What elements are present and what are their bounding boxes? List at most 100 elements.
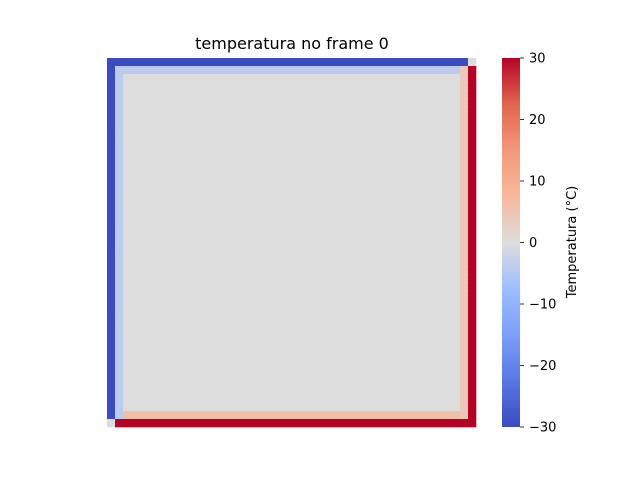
heatmap-cell [115,90,124,99]
heatmap-cell [459,410,469,420]
heatmap-cell [467,178,477,187]
heatmap-cell [123,250,461,259]
colorbar-tick-label: −10 [529,298,556,313]
heatmap-cell [467,138,477,147]
heatmap-cell [467,202,477,211]
heatmap-cell [115,106,124,115]
heatmap-cell [115,378,124,388]
heatmap-cell [459,290,469,299]
heatmap-cell [459,218,469,227]
heatmap-cell [459,378,469,388]
heatmap-cell [107,330,116,340]
heatmap-cell [115,82,124,91]
heatmap-cell [115,266,124,275]
heatmap-cell [123,130,461,139]
heatmap-cell [467,314,477,324]
heatmap-cell [123,74,461,83]
heatmap-cell [459,354,469,364]
heatmap-cell [459,178,469,187]
heatmap-cell [107,418,116,428]
heatmap-grid [107,58,477,428]
heatmap-cell [467,242,477,251]
heatmap-cell [107,82,116,91]
heatmap-cell [123,202,461,211]
heatmap-cell [115,394,124,404]
heatmap-cell [467,194,477,203]
heatmap-cell [115,290,124,299]
heatmap-cell [123,82,461,91]
heatmap-cell [107,178,116,187]
heatmap-cell [459,146,469,155]
colorbar-gradient [502,58,520,427]
heatmap-cell [459,162,469,171]
heatmap-cell [107,202,116,211]
heatmap-cell [107,338,116,348]
heatmap-cell [123,170,461,179]
heatmap-cell [459,258,469,267]
heatmap-cell [115,162,124,171]
heatmap-cell [459,338,469,348]
heatmap-cell [123,338,461,348]
heatmap-cell [115,202,124,211]
heatmap-cell [107,106,116,115]
heatmap-cell [107,282,116,291]
heatmap-cell [467,98,477,107]
heatmap-cell [107,370,116,380]
heatmap-cell [115,170,124,179]
heatmap-cell [115,386,124,396]
heatmap-cell [467,114,477,123]
heatmap-cell [107,90,116,99]
heatmap-cell [123,98,461,107]
heatmap-cell [115,250,124,259]
heatmap-cell [115,338,124,348]
heatmap-cell [459,306,469,315]
heatmap-cell [123,210,461,219]
heatmap-cell [467,146,477,155]
chart-title: temperatura no frame 0 [195,34,389,53]
heatmap-cell [123,266,461,275]
heatmap-cell [123,362,461,372]
heatmap-cell [467,82,477,91]
heatmap-cell [107,322,116,332]
heatmap-cell [107,130,116,139]
heatmap-cell [115,234,124,243]
heatmap-cell [459,370,469,380]
heatmap-cell [107,242,116,251]
heatmap-cell [107,274,116,283]
colorbar-label: Temperatura (°C) [565,186,580,299]
heatmap-cell [123,242,461,251]
heatmap-cell [123,410,461,420]
heatmap-cell [123,106,461,115]
heatmap-cell [123,226,461,235]
heatmap-cell [107,114,116,123]
heatmap-cell [107,410,116,420]
heatmap-cell [467,290,477,299]
heatmap-cell [123,314,461,324]
heatmap-cell [459,282,469,291]
colorbar-tick-label: 20 [529,113,546,128]
heatmap-cell [115,298,124,307]
heatmap-cell [459,322,469,332]
heatmap-cell [107,354,116,364]
heatmap-cell [107,74,116,83]
heatmap-cell [107,234,116,243]
heatmap-cell [115,410,124,420]
heatmap-cell [123,274,461,283]
heatmap-cell [459,90,469,99]
heatmap-cell [123,122,461,131]
heatmap-cell [107,290,116,299]
heatmap-cell [107,122,116,131]
heatmap-cell [467,330,477,340]
heatmap-cell [467,266,477,275]
heatmap-cell [467,362,477,372]
heatmap-cell [459,194,469,203]
heatmap-cell [467,162,477,171]
heatmap-cell [467,66,477,75]
heatmap-cell [107,258,116,267]
heatmap-cell [467,90,477,99]
heatmap-cell [467,218,477,227]
heatmap-cell [123,114,461,123]
heatmap-cell [115,242,124,251]
heatmap-cell [467,402,477,412]
heatmap-cell [115,66,461,75]
